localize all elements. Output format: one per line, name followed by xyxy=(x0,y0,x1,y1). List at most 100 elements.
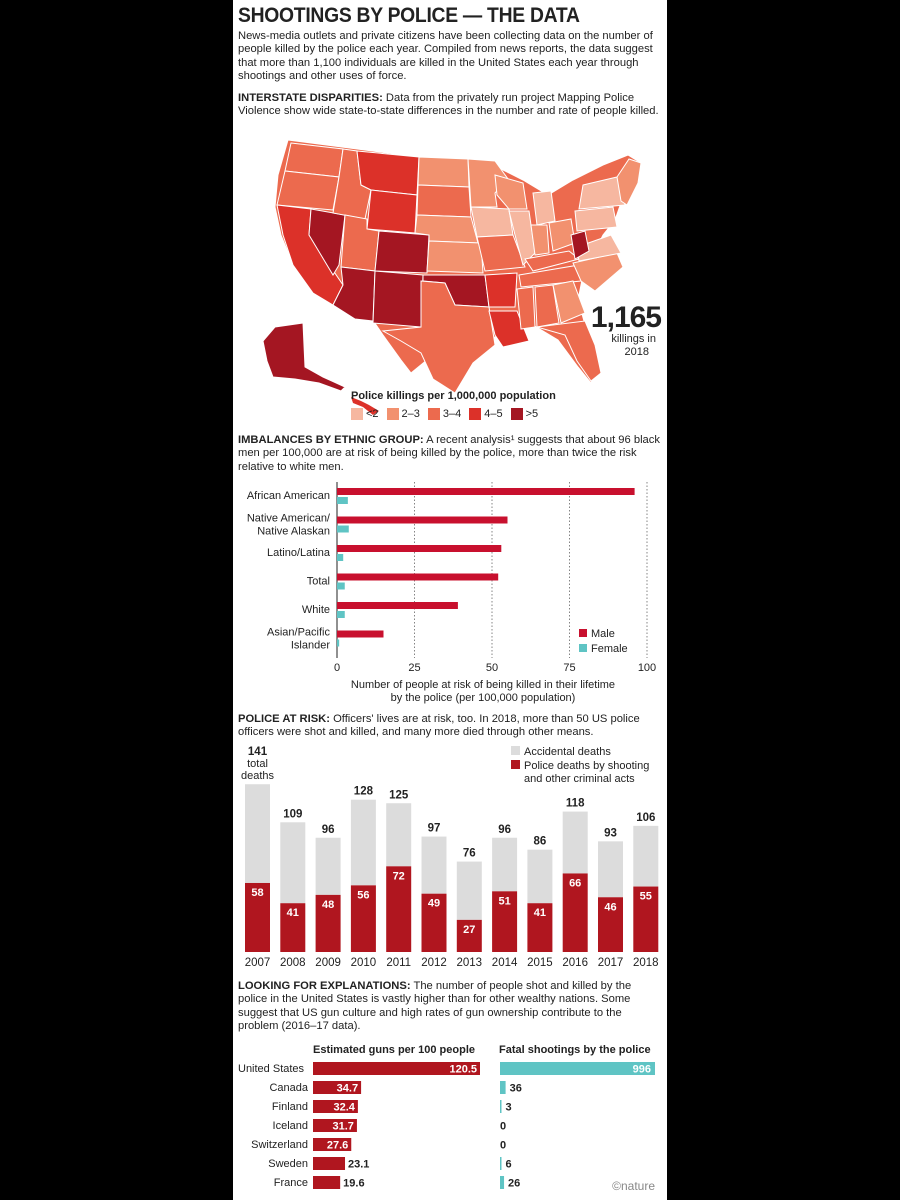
total-value-label: 96 xyxy=(322,824,335,836)
category-label: Latino/Latina xyxy=(267,547,331,559)
map-legend-title: Police killings per 1,000,000 population xyxy=(351,390,556,402)
state-south-dakota xyxy=(416,184,472,218)
map-legend-swatch xyxy=(469,408,482,420)
section3-heading: POLICE AT RISK: xyxy=(238,713,330,725)
x-tick-label: 50 xyxy=(486,662,498,674)
total-value-label: 93 xyxy=(604,827,617,839)
year-label: 2012 xyxy=(421,957,447,969)
bar-accidental xyxy=(315,837,341,895)
bar-accidental xyxy=(280,822,306,904)
bar-police xyxy=(562,873,588,952)
year-label: 2017 xyxy=(598,957,624,969)
bar-accidental xyxy=(527,849,553,904)
section2-heading: IMBALANCES BY ETHNIC GROUP: xyxy=(238,434,424,446)
map-big-caption-1: killings in xyxy=(611,333,656,345)
infographic-card: SHOOTINGS BY POLICE — THE DATA News-medi… xyxy=(233,0,667,1200)
state-pennsylvania xyxy=(574,206,618,232)
x-tick-label: 100 xyxy=(638,662,656,674)
bar-guns xyxy=(313,1157,346,1170)
map-big-caption-2: 2018 xyxy=(625,346,649,358)
section4-body: The number of people shot and killed by … xyxy=(238,980,632,1033)
state-new-york xyxy=(578,176,626,210)
bar-accidental xyxy=(633,825,659,887)
bar-accidental xyxy=(245,784,270,883)
police-value-label: 46 xyxy=(604,901,616,913)
total-value-label: 97 xyxy=(428,823,441,835)
bar-accidental xyxy=(421,836,447,894)
bar-guns xyxy=(313,1062,480,1075)
bar-female xyxy=(337,525,349,533)
legend-label-police: and other criminal acts xyxy=(524,773,635,785)
country-label: United States xyxy=(238,1063,305,1075)
map-legend-label: 3–4 xyxy=(442,408,462,420)
intro-text: News-media outlets and private citizens … xyxy=(238,30,653,83)
guns-column-title: Estimated guns per 100 people xyxy=(313,1044,475,1056)
bar-shootings xyxy=(500,1062,655,1075)
police-deaths-chart: Accidental deaths Police deaths by shooti… xyxy=(241,746,659,969)
shootings-value-label: 36 xyxy=(510,1083,522,1095)
bar-male xyxy=(337,573,499,581)
country-label: Finland xyxy=(272,1101,308,1113)
us-map: 1,165 killings in 2018 xyxy=(262,139,662,415)
bar-accidental xyxy=(598,841,623,898)
bar-police xyxy=(386,866,412,952)
police-value-label: 58 xyxy=(251,887,263,899)
map-legend-label: 4–5 xyxy=(484,408,503,420)
legend-swatch-female xyxy=(579,644,587,652)
bar-police xyxy=(598,897,623,952)
category-label: Islander xyxy=(291,640,330,652)
state-arkansas xyxy=(484,272,518,308)
state-iowa xyxy=(470,206,514,238)
bar-female xyxy=(337,554,344,561)
state-hawaii xyxy=(351,397,379,415)
section2-text: IMBALANCES BY ETHNIC GROUP: A recent ana… xyxy=(238,434,662,474)
shootings-column-title: Fatal shootings by the police xyxy=(499,1044,651,1056)
police-value-label: 41 xyxy=(534,907,546,919)
bar-guns xyxy=(313,1138,352,1151)
year-label: 2008 xyxy=(280,957,306,969)
state-texas xyxy=(381,280,496,394)
police-value-label: 51 xyxy=(498,895,510,907)
bar-police xyxy=(280,903,306,952)
state-kansas xyxy=(426,240,484,274)
total-value-label: 106 xyxy=(636,812,655,824)
bar-guns xyxy=(313,1100,358,1113)
guns-value-label: 32.4 xyxy=(333,1102,355,1114)
bar-accidental xyxy=(386,803,412,867)
police-value-label: 55 xyxy=(640,891,652,903)
bar-accidental xyxy=(350,799,376,886)
country-label: Switzerland xyxy=(251,1139,308,1151)
section4-text: LOOKING FOR EXPLANATIONS: The number of … xyxy=(238,980,662,1034)
section2-body: A recent analysis¹ suggests that about 9… xyxy=(238,434,660,473)
page-title: SHOOTINGS BY POLICE — THE DATA xyxy=(238,4,580,27)
section3-body: Officers' lives are at risk, too. In 201… xyxy=(238,713,640,739)
guns-value-label: 27.6 xyxy=(327,1140,348,1152)
legend-label-female: Female xyxy=(591,643,628,655)
category-label: White xyxy=(302,604,330,616)
year-label: 2010 xyxy=(351,957,377,969)
bar-male xyxy=(337,516,508,524)
year-label: 2011 xyxy=(386,957,411,969)
year-label: 2013 xyxy=(457,957,483,969)
category-label: African American xyxy=(247,490,330,502)
guns-value-label: 23.1 xyxy=(348,1159,369,1171)
total-value-label: 118 xyxy=(566,798,585,810)
bar-female xyxy=(337,639,340,647)
state-mississippi xyxy=(516,286,536,330)
shootings-value-label: 6 xyxy=(506,1159,512,1171)
bar-shootings xyxy=(500,1176,505,1189)
x-axis-label: by the police (per 100,000 population) xyxy=(391,692,576,704)
bar-police xyxy=(633,886,659,952)
map-legend-label: 2–3 xyxy=(401,408,420,420)
bar-female xyxy=(337,497,348,504)
police-value-label: 66 xyxy=(569,877,581,889)
legend-label-accidental: Accidental deaths xyxy=(524,746,611,758)
bar-police xyxy=(315,894,341,952)
map-big-number: 1,165 xyxy=(591,301,661,334)
bar-male xyxy=(337,545,502,552)
map-legend-swatch xyxy=(351,408,363,420)
section3-text: POLICE AT RISK: Officers' lives are at r… xyxy=(238,713,662,740)
state-new-mexico xyxy=(372,270,424,328)
category-label: Native American/ xyxy=(247,513,331,525)
country-label: Sweden xyxy=(268,1158,308,1170)
